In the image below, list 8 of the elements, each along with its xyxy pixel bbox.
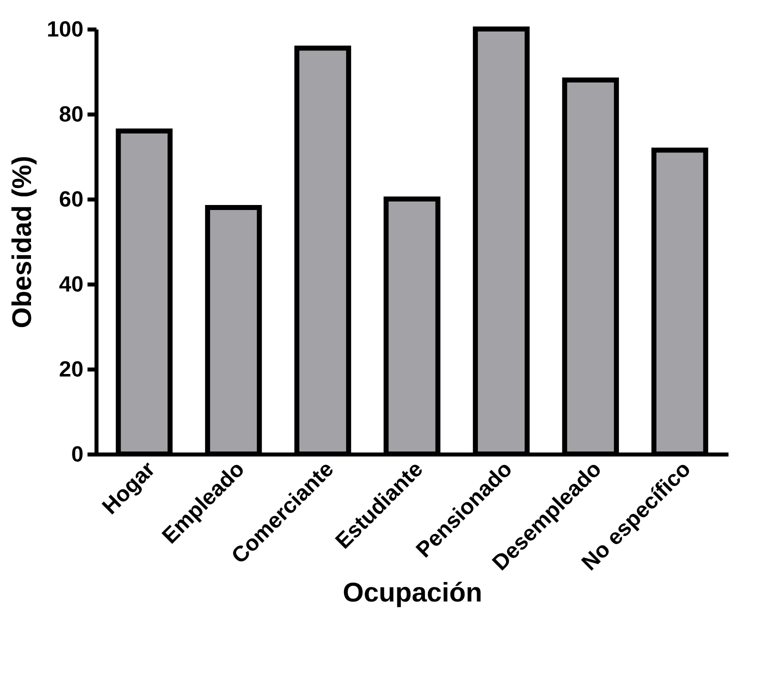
y-tick-label: 60 [59, 186, 84, 212]
y-tick-label: 100 [46, 16, 84, 42]
y-tick-label: 0 [71, 442, 84, 466]
y-axis-title: Obesidad (%) [6, 156, 37, 328]
y-tick-label: 80 [59, 102, 84, 126]
y-tick-label: 20 [59, 356, 84, 382]
x-axis-title: Ocupación [342, 578, 482, 608]
y-tick-label: 40 [59, 272, 84, 296]
